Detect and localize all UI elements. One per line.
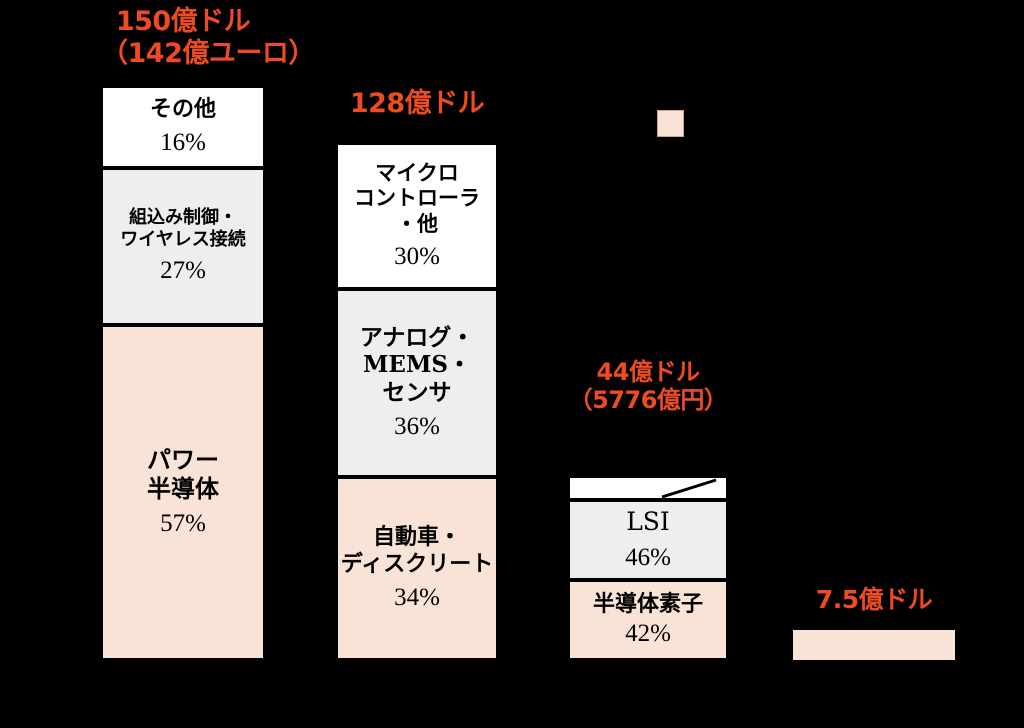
column-2-total-label: 128億ドル (336, 88, 498, 120)
column-1-total-label: 150億ドル （142億ユーロ） (101, 6, 315, 70)
column-2-segment-automotive-discrete[interactable]: 自動車・ ディスクリート 34% (336, 477, 498, 660)
column-2-segment-analog-mems-sensor-percent: 36% (394, 413, 440, 441)
column-4-segment-total[interactable] (793, 630, 955, 660)
column-1-bar: その他 16% 組込み制御・ ワイヤレス接続 27% パワー 半導体 57% (101, 86, 265, 660)
column-2-segment-microcontroller[interactable]: マイクロ コントローラ ・他 30% (336, 143, 498, 289)
column-3-total-primary: 44億ドル (596, 358, 700, 386)
column-1-total-secondary: （142億ユーロ） (101, 37, 315, 69)
column-3-callout-leader-line (661, 478, 717, 498)
column-3-segment-lsi[interactable]: LSI 46% (568, 500, 728, 580)
column-1-segment-other-label: その他 (149, 95, 216, 122)
column-2-bar: マイクロ コントローラ ・他 30% アナログ・ MEMS・ センサ 36% 自… (336, 143, 498, 660)
column-1-segment-embedded-wireless-percent: 27% (160, 257, 206, 285)
column-3-total-secondary: （5776億円） (568, 386, 728, 415)
column-1-segment-power-semiconductor-percent: 57% (160, 510, 206, 538)
column-1-segment-other-percent: 16% (160, 129, 206, 157)
legend-swatch (657, 110, 684, 137)
column-3-segment-semiconductor-device-label: 半導体素子 (592, 590, 703, 617)
column-1-segment-power-semiconductor-label: パワー 半導体 (147, 444, 219, 503)
column-2-segment-analog-mems-sensor[interactable]: アナログ・ MEMS・ センサ 36% (336, 289, 498, 477)
column-2-segment-microcontroller-percent: 30% (394, 242, 440, 270)
column-3-segment-lsi-label: LSI (626, 507, 670, 536)
column-2-segment-automotive-discrete-label: 自動車・ ディスクリート (340, 524, 494, 577)
column-1-segment-other[interactable]: その他 16% (101, 86, 265, 168)
column-2-segment-analog-mems-sensor-label: アナログ・ MEMS・ センサ (359, 323, 475, 406)
column-3-segment-other[interactable] (568, 476, 728, 500)
column-2-total-primary: 128億ドル (349, 88, 485, 119)
column-3-segment-semiconductor-device[interactable]: 半導体素子 42% (568, 580, 728, 660)
column-3-bar: LSI 46% 半導体素子 42% (568, 476, 728, 660)
column-1-total-primary: 150億ドル (115, 6, 251, 37)
column-3-total-label: 44億ドル （5776億円） (568, 358, 728, 415)
column-2-segment-microcontroller-label: マイクロ コントローラ ・他 (354, 160, 480, 236)
column-1-segment-embedded-wireless[interactable]: 組込み制御・ ワイヤレス接続 27% (101, 168, 265, 325)
column-4-bar (793, 630, 955, 660)
column-3-segment-semiconductor-device-percent: 42% (625, 620, 671, 648)
column-1-segment-embedded-wireless-label: 組込み制御・ ワイヤレス接続 (120, 206, 246, 250)
column-4-total-primary: 7.5億ドル (815, 585, 933, 614)
column-2-segment-automotive-discrete-percent: 34% (394, 583, 440, 611)
column-3-segment-lsi-percent: 46% (625, 544, 671, 571)
column-4-total-label: 7.5億ドル (793, 585, 955, 615)
column-1-segment-power-semiconductor[interactable]: パワー 半導体 57% (101, 325, 265, 660)
